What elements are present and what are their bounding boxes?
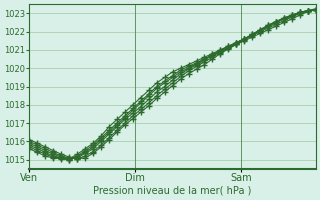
X-axis label: Pression niveau de la mer( hPa ): Pression niveau de la mer( hPa ) bbox=[93, 186, 252, 196]
